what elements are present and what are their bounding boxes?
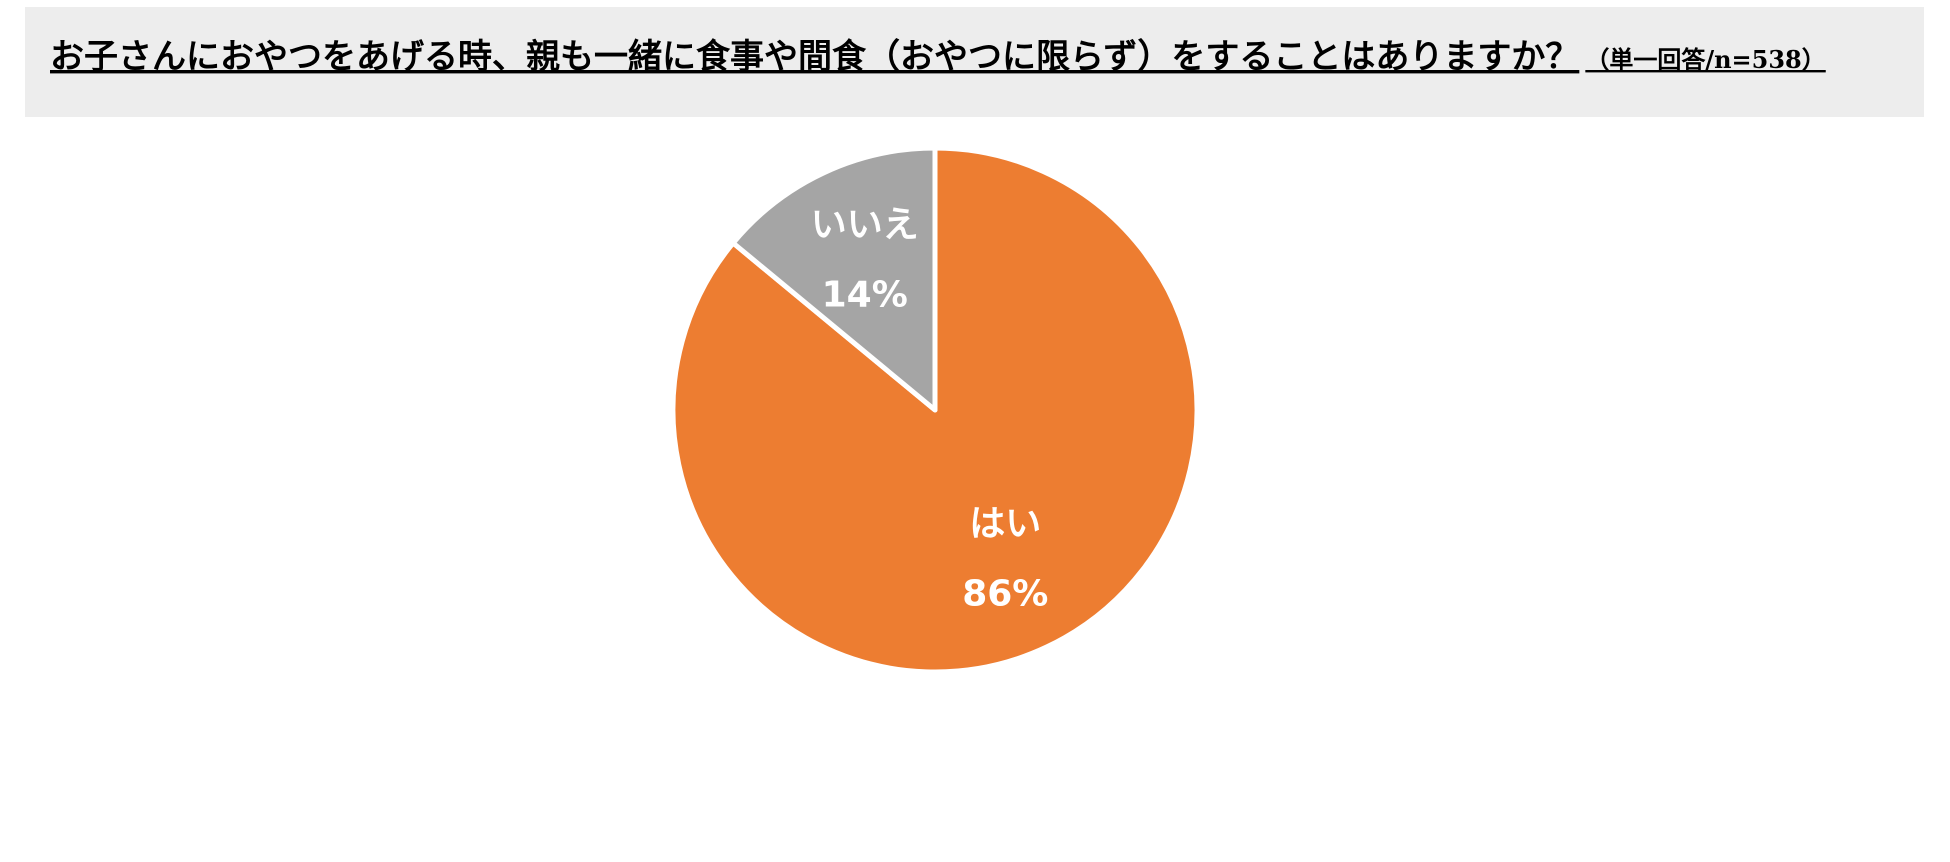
title-band: [25, 7, 1924, 117]
pie-slice: [730, 145, 938, 413]
chart-title: お子さんにおやつをあげる時、親も一緒に食事や間食（おやつに限らず）をすることはあ…: [50, 37, 1579, 77]
chart-title-line: お子さんにおやつをあげる時、親も一緒に食事や間食（おやつに限らず）をすることはあ…: [50, 37, 1826, 77]
slice-category-label: いいえ: [811, 205, 919, 246]
slice-value-label: 14%: [822, 275, 908, 316]
slice-category-label: はい: [969, 503, 1041, 544]
chart-subtitle: （単一回答/n=538）: [1585, 45, 1825, 74]
slice-value-label: 86%: [962, 573, 1048, 614]
